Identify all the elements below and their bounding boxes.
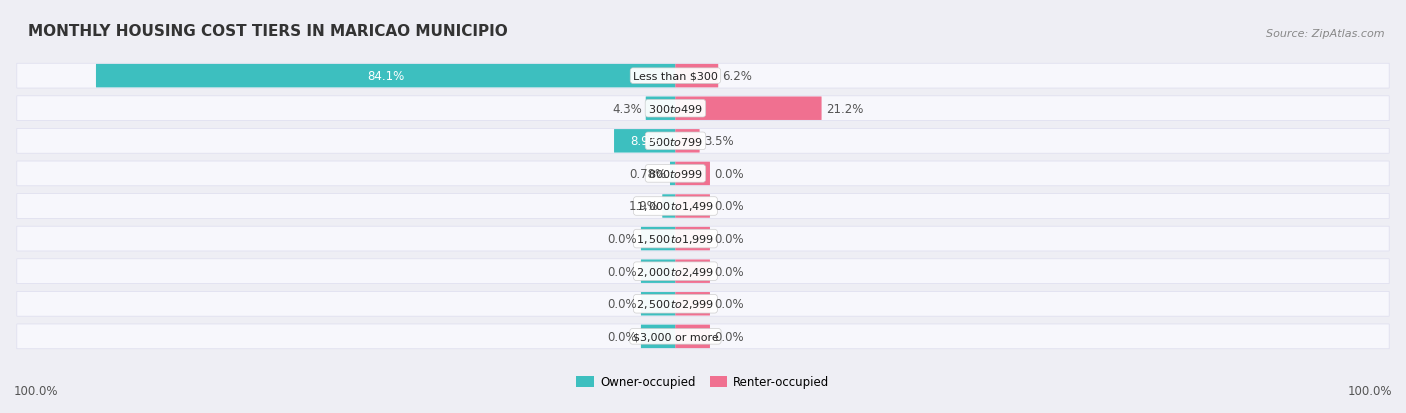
Text: 3.5%: 3.5% bbox=[703, 135, 734, 148]
FancyBboxPatch shape bbox=[675, 130, 700, 153]
FancyBboxPatch shape bbox=[17, 259, 1389, 284]
Text: 0.0%: 0.0% bbox=[607, 297, 637, 311]
FancyBboxPatch shape bbox=[17, 64, 1389, 89]
FancyBboxPatch shape bbox=[96, 65, 675, 88]
FancyBboxPatch shape bbox=[17, 97, 1389, 121]
Text: Less than $300: Less than $300 bbox=[633, 71, 718, 81]
Text: 0.0%: 0.0% bbox=[714, 168, 744, 180]
FancyBboxPatch shape bbox=[675, 227, 710, 251]
Text: 6.2%: 6.2% bbox=[723, 70, 752, 83]
FancyBboxPatch shape bbox=[641, 325, 675, 348]
FancyBboxPatch shape bbox=[17, 292, 1389, 316]
FancyBboxPatch shape bbox=[17, 161, 1389, 186]
FancyBboxPatch shape bbox=[675, 162, 710, 186]
Text: 0.0%: 0.0% bbox=[607, 330, 637, 343]
Text: 0.0%: 0.0% bbox=[714, 200, 744, 213]
FancyBboxPatch shape bbox=[675, 65, 718, 88]
FancyBboxPatch shape bbox=[614, 130, 675, 153]
Text: 100.0%: 100.0% bbox=[14, 384, 59, 397]
FancyBboxPatch shape bbox=[662, 195, 675, 218]
FancyBboxPatch shape bbox=[671, 162, 675, 186]
Text: $2,500 to $2,999: $2,500 to $2,999 bbox=[637, 297, 714, 311]
Text: 4.3%: 4.3% bbox=[612, 102, 641, 116]
FancyBboxPatch shape bbox=[17, 227, 1389, 252]
Text: 0.0%: 0.0% bbox=[607, 265, 637, 278]
FancyBboxPatch shape bbox=[645, 97, 675, 121]
Text: 0.0%: 0.0% bbox=[714, 297, 744, 311]
Text: MONTHLY HOUSING COST TIERS IN MARICAO MUNICIPIO: MONTHLY HOUSING COST TIERS IN MARICAO MU… bbox=[28, 24, 508, 38]
FancyBboxPatch shape bbox=[675, 195, 710, 218]
Text: $500 to $799: $500 to $799 bbox=[648, 135, 703, 147]
FancyBboxPatch shape bbox=[675, 97, 821, 121]
FancyBboxPatch shape bbox=[641, 292, 675, 316]
FancyBboxPatch shape bbox=[17, 129, 1389, 154]
Text: $1,000 to $1,499: $1,000 to $1,499 bbox=[637, 200, 714, 213]
Text: 0.0%: 0.0% bbox=[714, 330, 744, 343]
Text: 100.0%: 100.0% bbox=[1347, 384, 1392, 397]
Legend: Owner-occupied, Renter-occupied: Owner-occupied, Renter-occupied bbox=[572, 371, 834, 393]
Text: 0.0%: 0.0% bbox=[714, 265, 744, 278]
Text: $3,000 or more: $3,000 or more bbox=[633, 332, 718, 342]
Text: 84.1%: 84.1% bbox=[367, 70, 405, 83]
Text: 0.0%: 0.0% bbox=[607, 233, 637, 245]
Text: $1,500 to $1,999: $1,500 to $1,999 bbox=[637, 233, 714, 245]
Text: 0.0%: 0.0% bbox=[714, 233, 744, 245]
FancyBboxPatch shape bbox=[641, 260, 675, 283]
FancyBboxPatch shape bbox=[17, 324, 1389, 349]
Text: $800 to $999: $800 to $999 bbox=[648, 168, 703, 180]
FancyBboxPatch shape bbox=[17, 194, 1389, 219]
FancyBboxPatch shape bbox=[675, 292, 710, 316]
FancyBboxPatch shape bbox=[641, 227, 675, 251]
FancyBboxPatch shape bbox=[675, 325, 710, 348]
FancyBboxPatch shape bbox=[675, 260, 710, 283]
Text: 1.9%: 1.9% bbox=[628, 200, 658, 213]
Text: 21.2%: 21.2% bbox=[825, 102, 863, 116]
Text: 8.9%: 8.9% bbox=[630, 135, 659, 148]
Text: Source: ZipAtlas.com: Source: ZipAtlas.com bbox=[1267, 28, 1385, 38]
Text: $2,000 to $2,499: $2,000 to $2,499 bbox=[637, 265, 714, 278]
Text: $300 to $499: $300 to $499 bbox=[648, 103, 703, 115]
Text: 0.78%: 0.78% bbox=[628, 168, 666, 180]
